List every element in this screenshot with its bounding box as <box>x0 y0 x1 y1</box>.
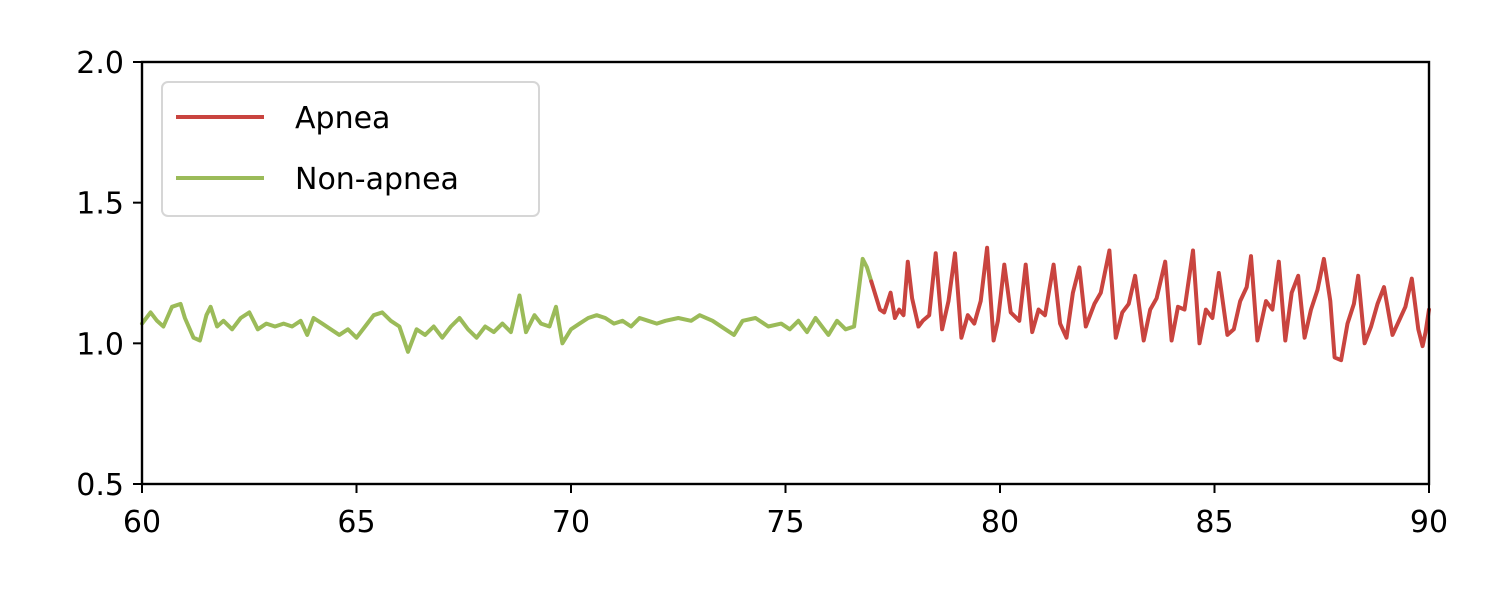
x-tick-label: 80 <box>981 505 1019 540</box>
y-tick-label: 1.5 <box>76 187 124 222</box>
y-tick-label: 2.0 <box>76 46 124 81</box>
x-tick-label: 60 <box>123 505 161 540</box>
series-line-non-apnea <box>140 256 874 354</box>
x-tick-label: 75 <box>766 505 804 540</box>
x-tick-label: 85 <box>1195 505 1233 540</box>
series-layer <box>140 245 1431 363</box>
x-tick-label: 90 <box>1410 505 1448 540</box>
legend: Apnea Non-apnea <box>161 81 540 217</box>
x-tick-label: 65 <box>337 505 375 540</box>
axis-layer: 60 65 70 75 80 85 90 0.5 1.0 1.5 2.0 <box>76 46 1448 540</box>
legend-label: Apnea <box>295 101 390 136</box>
x-tick-label: 70 <box>552 505 590 540</box>
legend-label: Non-apnea <box>295 162 459 197</box>
y-tick-label: 1.0 <box>76 327 124 362</box>
y-tick-label: 0.5 <box>76 468 124 503</box>
series-line-apnea <box>869 245 1431 363</box>
